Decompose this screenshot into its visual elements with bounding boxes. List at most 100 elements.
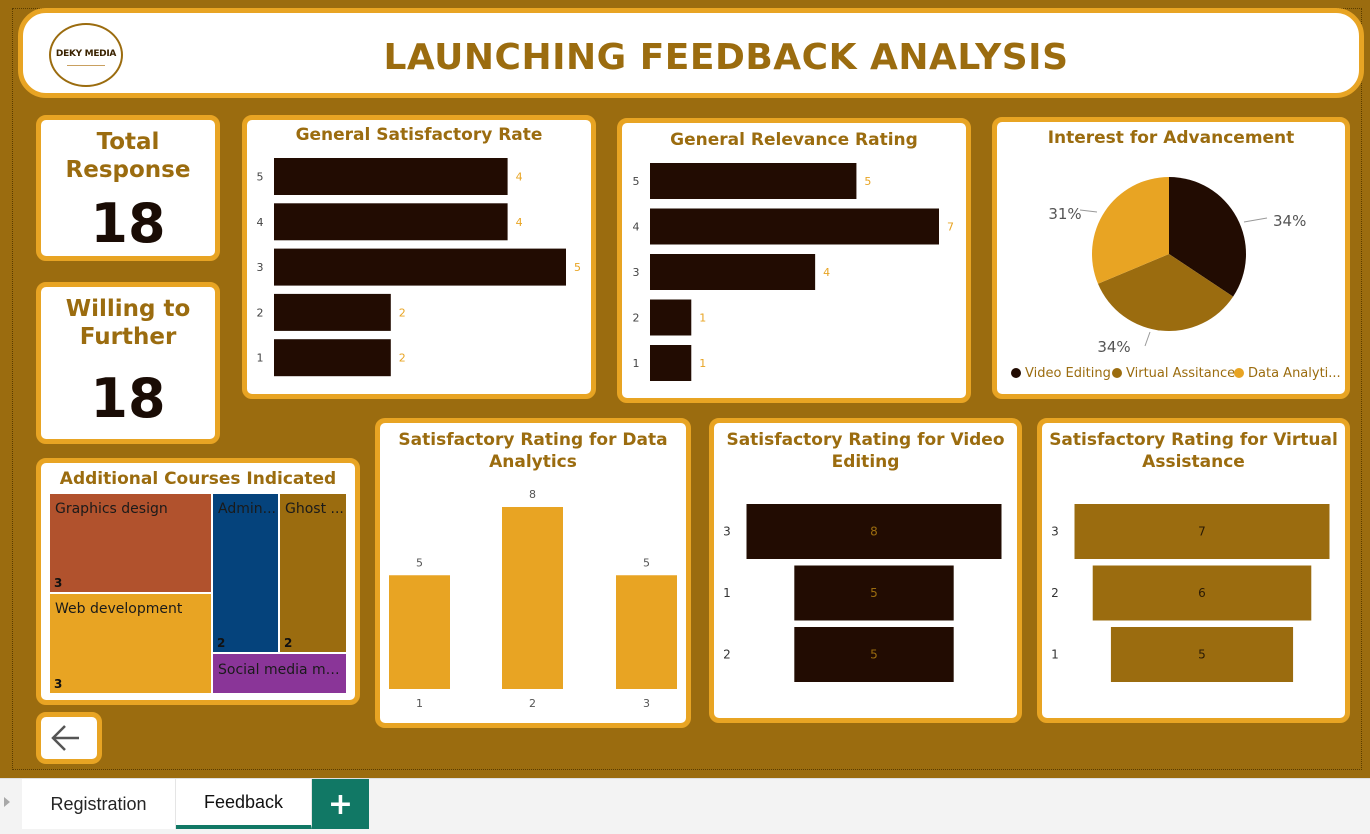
chart-title: Interest for Advancement <box>1047 128 1295 148</box>
treemap-label: Social media ma... <box>218 662 345 678</box>
data-label: 5 <box>870 648 878 662</box>
chart-title-line2: Assistance <box>1142 452 1245 472</box>
chart-card-general-relevance[interactable]: General Relevance Rating 5 5 4 7 3 4 2 1 1 1 <box>617 118 971 403</box>
general-relevance-bar-chart: 5 5 4 7 3 4 2 1 1 1 <box>633 163 954 381</box>
funnel-bar <box>746 504 1002 559</box>
funnel-bar <box>1074 504 1330 559</box>
chart-title-line1: Satisfactory Rating for Virtual <box>1049 430 1338 450</box>
tab-registration[interactable]: Registration <box>22 779 176 829</box>
pie-slice <box>1097 254 1234 331</box>
treemap-cell[interactable]: Web development 3 <box>49 593 212 694</box>
treemap-label: Admin... <box>218 501 276 517</box>
bar <box>650 345 692 381</box>
pie-slice <box>1169 177 1246 297</box>
back-button[interactable] <box>36 712 102 764</box>
data-label: 5 <box>574 261 581 274</box>
treemap-cell[interactable]: Ghost ... 2 <box>279 493 347 653</box>
category-label: 1 <box>1051 648 1059 662</box>
chart-card-sat-virtual-assistance[interactable]: Satisfactory Rating for Virtual Assistan… <box>1037 418 1350 723</box>
leader-line <box>1079 209 1098 213</box>
category-label: 3 <box>633 266 640 279</box>
slice-label: 34% <box>1273 212 1306 230</box>
data-label: 4 <box>516 216 523 229</box>
virtual-assistance-funnel-chart: 3 7 2 6 1 5 <box>1051 504 1330 682</box>
treemap-cell[interactable]: Social media ma... <box>212 653 347 694</box>
chart-card-interest-advancement[interactable]: Interest for Advancement 34% 34% 31% Video … <box>992 117 1350 399</box>
data-label: 7 <box>1198 525 1206 539</box>
funnel-bar <box>1110 627 1294 682</box>
funnel-bar <box>1092 565 1312 621</box>
data-label: 2 <box>399 306 406 319</box>
bar <box>616 575 677 689</box>
data-label: 4 <box>516 171 523 184</box>
chart-card-general-satisfactory[interactable]: General Satisfactory Rate 5 4 4 4 3 5 2 2 1 2 <box>242 115 596 399</box>
additional-courses-treemap: Graphics design 3 Web development 3 Admin...… <box>49 493 351 695</box>
chart-title: Additional Courses Indicated <box>59 469 337 489</box>
funnel-bar <box>794 565 954 621</box>
data-label: 1 <box>699 357 706 370</box>
bar <box>274 158 508 195</box>
treemap-cell[interactable]: Graphics design 3 <box>49 493 212 593</box>
treemap-count: 3 <box>54 576 63 590</box>
data-label: 2 <box>399 352 406 365</box>
video-editing-funnel-chart: 3 8 1 5 2 5 <box>723 504 1002 682</box>
legend-marker <box>1011 368 1021 378</box>
kpi-card-total-response[interactable]: Total Response 18 <box>36 115 220 261</box>
pie-slice <box>1092 177 1169 284</box>
category-label: 1 <box>416 697 423 710</box>
chart-card-sat-data-analytics[interactable]: Satisfactory Rating for Data Analytics 5… <box>375 418 691 728</box>
data-label: 6 <box>1198 586 1206 600</box>
category-label: 1 <box>257 352 264 365</box>
treemap-label: Ghost ... <box>285 501 344 517</box>
treemap-count: 2 <box>284 636 293 650</box>
kpi-value-total-response: 18 <box>90 192 166 255</box>
add-page-button[interactable]: + <box>312 779 369 829</box>
kpi-label-line2: Further <box>79 324 177 350</box>
bar <box>274 248 566 286</box>
category-label: 3 <box>1051 525 1059 539</box>
arrow-left-icon <box>51 725 79 751</box>
logo-text: DEKY MEDIA <box>55 49 117 59</box>
category-label: 4 <box>257 216 264 229</box>
kpi-card-willing-further[interactable]: Willing to Further 18 <box>36 282 220 444</box>
kpi-label-line2: Response <box>65 157 191 183</box>
plus-icon: + <box>327 786 354 822</box>
chart-title-line1: Satisfactory Rating for Data <box>398 430 668 450</box>
treemap-count: 3 <box>54 677 63 691</box>
chart-card-sat-video-editing[interactable]: Satisfactory Rating for Video Editing 3 8… <box>709 418 1022 723</box>
treemap-count: 2 <box>217 636 226 650</box>
category-label: 2 <box>633 312 640 325</box>
general-satisfactory-bar-chart: 5 4 4 4 3 5 2 2 1 2 <box>257 158 581 377</box>
category-label: 1 <box>633 357 640 370</box>
scroll-left-icon[interactable] <box>4 797 10 807</box>
chart-title-line1: Satisfactory Rating for Video <box>726 430 1005 450</box>
data-label: 1 <box>699 312 706 325</box>
tab-label: Registration <box>50 793 147 814</box>
chart-title-line2: Analytics <box>489 452 577 472</box>
data-label: 5 <box>416 556 423 569</box>
data-label: 5 <box>864 175 871 188</box>
tab-feedback[interactable]: Feedback <box>176 779 312 829</box>
slice-label: 34% <box>1097 338 1130 356</box>
category-label: 5 <box>257 171 264 184</box>
legend-label: Video Editing <box>1025 366 1111 381</box>
category-label: 3 <box>723 525 731 539</box>
treemap-cell[interactable]: Admin... 2 <box>212 493 279 653</box>
legend-marker <box>1112 368 1122 378</box>
category-label: 5 <box>633 175 640 188</box>
kpi-label-line1: Total <box>96 129 160 155</box>
bar <box>389 575 450 689</box>
chart-title-line2: Editing <box>831 452 900 472</box>
tab-label: Feedback <box>203 791 284 812</box>
data-label: 7 <box>947 221 954 234</box>
chart-card-additional-courses[interactable]: Additional Courses Indicated Graphics de… <box>36 458 360 705</box>
bar <box>650 208 939 245</box>
data-label: 5 <box>1198 648 1206 662</box>
category-label: 2 <box>1051 586 1059 600</box>
legend-label: Data Analyti... <box>1248 366 1341 381</box>
logo-divider <box>67 65 105 66</box>
category-label: 3 <box>257 261 264 274</box>
treemap-label: Web development <box>55 601 183 617</box>
logo: DEKY MEDIA <box>49 23 123 87</box>
chart-title: General Satisfactory Rate <box>295 125 543 145</box>
